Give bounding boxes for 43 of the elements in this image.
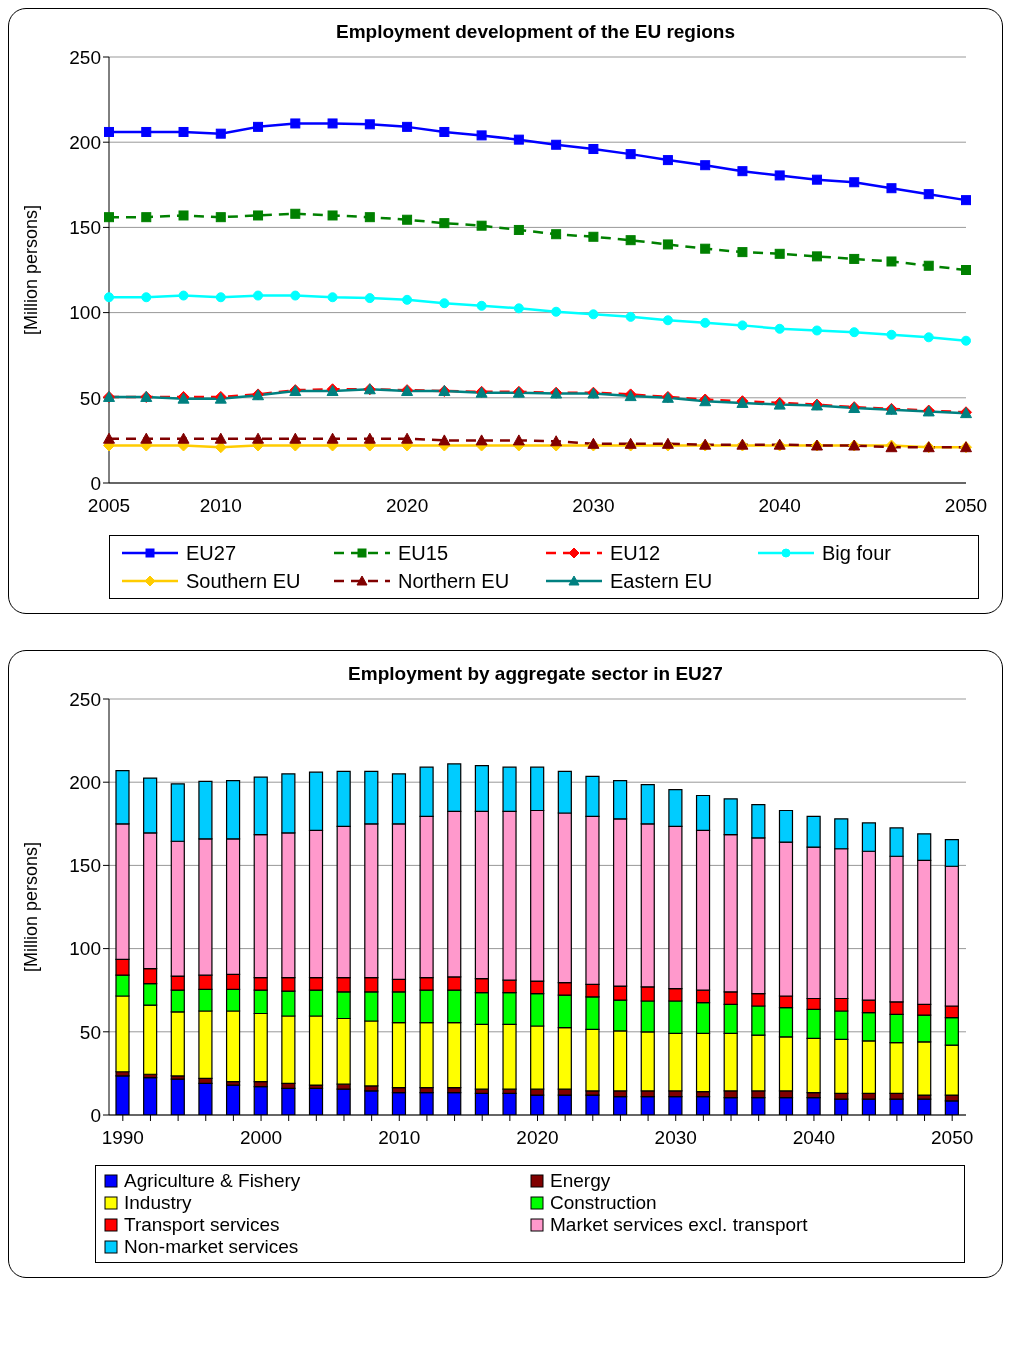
x-tick-label: 2020 bbox=[385, 495, 429, 517]
y-tick-label: 150 bbox=[69, 217, 101, 239]
legend-label: EU27 bbox=[186, 542, 237, 564]
y-tick-label: 250 bbox=[69, 688, 101, 710]
chart-title: Employment development of the EU regions bbox=[334, 21, 737, 43]
y-tick-label: 200 bbox=[69, 131, 101, 153]
x-tick-label: 2030 bbox=[572, 495, 615, 517]
x-tick-label: 2000 bbox=[239, 1127, 283, 1149]
legend-label: Transport services bbox=[124, 1214, 280, 1236]
y-tick-label: 150 bbox=[69, 855, 101, 877]
legend-label: Eastern EU bbox=[610, 570, 713, 592]
chart-title: Employment by aggregate sector in EU27 bbox=[347, 663, 724, 685]
x-tick-label: 2040 bbox=[758, 495, 801, 517]
x-tick-label: 2050 bbox=[944, 495, 988, 517]
y-tick-label: 100 bbox=[69, 938, 101, 960]
y-tick-label: 50 bbox=[79, 1021, 101, 1043]
y-tick-label: 50 bbox=[79, 387, 101, 409]
legend-label: Energy bbox=[550, 1170, 611, 1192]
y-tick-label: 0 bbox=[90, 1104, 101, 1126]
y-tick-label: 250 bbox=[69, 46, 101, 68]
x-tick-label: 1990 bbox=[101, 1127, 144, 1149]
legend-label: EU15 bbox=[398, 542, 449, 564]
legend-label: Non-market services bbox=[124, 1236, 299, 1258]
x-tick-label: 2030 bbox=[654, 1127, 697, 1149]
y-tick-label: 0 bbox=[90, 472, 101, 494]
y-tick-label: 100 bbox=[69, 302, 101, 324]
x-tick-label: 2020 bbox=[516, 1127, 559, 1149]
y-tick-label: 200 bbox=[69, 771, 101, 793]
legend-label: Northern EU bbox=[398, 570, 510, 592]
x-tick-label: 2005 bbox=[87, 495, 131, 517]
x-tick-label: 2010 bbox=[199, 495, 242, 517]
legend-label: Southern EU bbox=[186, 570, 301, 592]
x-tick-label: 2050 bbox=[931, 1127, 974, 1149]
legend-label: EU12 bbox=[610, 542, 661, 564]
legend-label: Agriculture & Fishery bbox=[124, 1170, 301, 1192]
x-tick-label: 2010 bbox=[378, 1127, 421, 1149]
legend-label: Market services excl. transport bbox=[550, 1214, 808, 1236]
legend-label: Construction bbox=[550, 1192, 657, 1214]
legend-label: Industry bbox=[124, 1192, 192, 1214]
y-axis-title: [Million persons] bbox=[21, 204, 42, 336]
y-axis-title: [Million persons] bbox=[21, 841, 42, 973]
x-tick-label: 2040 bbox=[792, 1127, 836, 1149]
legend-label: Big four bbox=[822, 542, 891, 564]
